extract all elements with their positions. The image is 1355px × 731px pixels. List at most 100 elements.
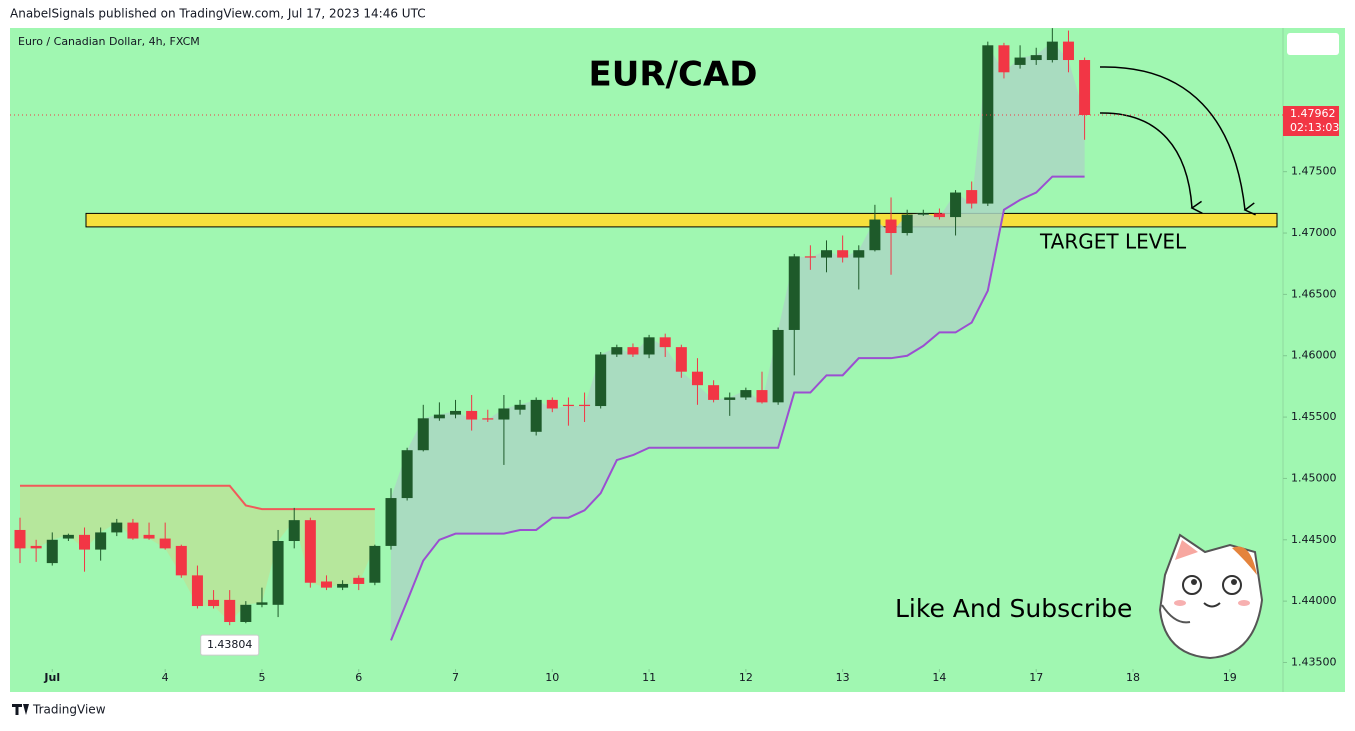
arrow: [1099, 66, 1256, 216]
candle-body: [95, 532, 107, 550]
y-tick-label: 1.44000: [1291, 594, 1337, 607]
candle-body: [79, 534, 91, 550]
x-tick-label: 14: [932, 671, 946, 684]
y-tick-label: 1.46000: [1291, 349, 1337, 362]
candle-body: [433, 414, 445, 419]
candle-body: [385, 498, 397, 546]
tv-logo: [12, 704, 29, 715]
candle-body: [14, 529, 26, 549]
last-price-label: 1.47962: [1290, 107, 1336, 120]
candle-body: [369, 545, 381, 583]
candle-body: [1014, 57, 1026, 65]
indicator-fill: [390, 41, 1085, 641]
y-tick-label: 1.47000: [1291, 226, 1337, 239]
candle-body: [530, 399, 542, 432]
candle-body: [982, 45, 994, 204]
footer-brand: TradingView: [32, 703, 106, 717]
publish-header: AnabelSignals published on TradingView.c…: [10, 7, 426, 21]
arrow: [1099, 112, 1203, 214]
candle-body: [562, 404, 574, 407]
y-tick-label: 1.46500: [1291, 287, 1337, 300]
y-tick-label: 1.45500: [1291, 410, 1337, 423]
candle-body: [756, 390, 768, 403]
candle-body: [320, 581, 332, 588]
candle-body: [998, 45, 1010, 73]
candle-body: [256, 602, 268, 605]
cat-sticker: [1158, 533, 1264, 660]
candle-body: [724, 397, 736, 400]
plot-area: [14, 28, 1278, 641]
indicator-fill: [20, 485, 375, 622]
candle-body: [337, 583, 349, 588]
candle-body: [482, 418, 494, 420]
low-label: 1.43804: [207, 638, 253, 651]
toolbar-box: [1287, 33, 1339, 55]
candle-body: [30, 545, 42, 549]
candle-body: [885, 219, 897, 234]
candle-body: [1030, 55, 1042, 61]
x-tick-label: 5: [258, 671, 265, 684]
symbol-label: Euro / Canadian Dollar, 4h, FXCM: [18, 35, 200, 48]
candle-body: [417, 418, 429, 451]
x-tick-label: 4: [162, 671, 169, 684]
candle-body: [869, 219, 881, 251]
candle-body: [659, 337, 671, 348]
chart-title: EUR/CAD: [589, 55, 758, 95]
candle-body: [708, 385, 720, 400]
candle-body: [1079, 60, 1091, 115]
candle-body: [240, 604, 252, 622]
target-annotation: TARGET LEVEL: [1039, 230, 1187, 254]
candle-body: [514, 404, 526, 410]
last-price-box: [1283, 105, 1339, 136]
candle-body: [611, 347, 623, 355]
candle-body: [821, 250, 833, 258]
candle-body: [772, 329, 784, 403]
candle-body: [740, 390, 752, 398]
candle-body: [1062, 41, 1074, 61]
candle-body: [1046, 41, 1058, 61]
candle-body: [853, 250, 865, 258]
y-tick-label: 1.45000: [1291, 471, 1337, 484]
candle-body: [627, 347, 639, 355]
x-tick-label: Jul: [43, 671, 60, 684]
candle-body: [804, 256, 816, 258]
candle-body: [62, 534, 74, 539]
candle-body: [191, 575, 203, 607]
target-zone: [85, 212, 1278, 228]
y-tick-label: 1.44500: [1291, 533, 1337, 546]
candle-body: [46, 539, 58, 564]
x-tick-label: 13: [836, 671, 850, 684]
x-tick-label: 18: [1126, 671, 1140, 684]
candle-body: [675, 347, 687, 372]
candle-body: [127, 522, 139, 539]
axes: 1.43500 1.44000 1.44500 1.45000 1.45500 1.460…: [43, 165, 1336, 684]
x-tick-label: 6: [355, 671, 362, 684]
candle-body: [304, 520, 316, 583]
indicator-line: [390, 175, 1085, 641]
candle-body: [643, 337, 655, 355]
candle-body: [950, 192, 962, 218]
candle-body: [224, 599, 236, 622]
candle-body: [837, 250, 849, 258]
x-tick-label: 12: [739, 671, 753, 684]
candle-body: [450, 410, 462, 415]
countdown-label: 02:13:03: [1290, 121, 1339, 134]
candle-body: [159, 538, 171, 549]
candle-body: [933, 213, 945, 218]
candle-body: [498, 408, 510, 420]
x-tick-label: 10: [545, 671, 559, 684]
candle-body: [466, 410, 478, 420]
candle-body: [546, 399, 558, 409]
candle-body: [901, 214, 913, 234]
x-tick-label: 19: [1223, 671, 1237, 684]
candle-body: [691, 371, 703, 386]
candle-body: [272, 541, 284, 605]
y-tick-label: 1.43500: [1291, 655, 1337, 668]
y-tick-label: 1.47500: [1291, 165, 1337, 178]
x-tick-label: 7: [452, 671, 459, 684]
candle-body: [111, 522, 123, 533]
candle-body: [353, 577, 365, 584]
indicator-line: [20, 484, 375, 511]
candle-body: [595, 354, 607, 407]
